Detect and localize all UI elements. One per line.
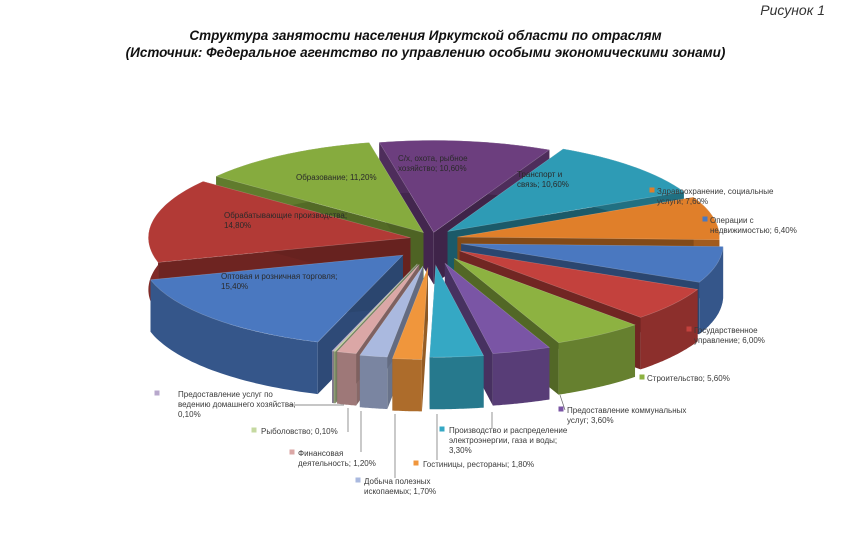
slice-label-line: 14,80% <box>224 221 251 230</box>
slice-label-line: Добыча полезных <box>364 477 431 486</box>
slice-label-7: Предоставление коммунальных услуг; 3,60% <box>567 406 686 425</box>
pie-slice-wall <box>337 351 357 406</box>
slice-label-line: ведению домашнего хозяйства; <box>178 400 296 409</box>
slice-label-4: Операции с недвижимостью; 6,40% <box>710 216 797 235</box>
slice-label-line: Предоставление услуг по <box>178 390 273 399</box>
slice-label-line: услуги; 7,60% <box>657 197 708 206</box>
slice-label-11: Финансовая деятельность; 1,20% <box>298 449 376 468</box>
slice-label-line: Рыболовство; 0,10% <box>261 427 338 436</box>
pie-slice-top <box>378 140 551 233</box>
slice-label-line: Транспорт и <box>517 170 562 179</box>
leader-lines <box>290 394 566 478</box>
pie-slice-top <box>215 142 425 234</box>
slice-label-9: Гостиницы, рестораны; 1,80% <box>423 460 534 469</box>
pie-slice-top <box>447 148 685 232</box>
pie-slice-top <box>429 264 485 358</box>
pie-slice-wall <box>558 324 635 395</box>
slice-label-line: Образование; 11,20% <box>296 173 377 182</box>
pie-slice-top <box>453 258 636 344</box>
slice-label-line: 3,30% <box>449 446 472 455</box>
slice-label-6: Строительство; 5,60% <box>647 374 730 383</box>
pie-slice-top <box>331 263 418 352</box>
label-color-marker <box>686 326 692 332</box>
slice-label-line: Оптовая и розничная торговля; <box>221 272 337 281</box>
pie-slice-top <box>333 263 418 352</box>
slice-label-line: Здравоохранение, социальные <box>657 187 774 196</box>
label-color-marker <box>558 406 564 412</box>
slice-labels: С/х, охота, рыбное хозяйство; 10,60% Транс… <box>154 154 797 496</box>
label-color-marker <box>154 390 160 396</box>
slice-label-line: Строительство; 5,60% <box>647 374 730 383</box>
slice-label-1: С/х, охота, рыбное хозяйство; 10,60% <box>398 154 468 173</box>
slice-label-line: недвижимостью; 6,40% <box>710 226 797 235</box>
slice-label-line: Производство и распределение <box>449 426 568 435</box>
pie-slice-top <box>444 262 551 354</box>
slice-label-3: Здравоохранение, социальные услуги; 7,60% <box>657 187 774 206</box>
slice-label-13: Предоставление услуг по ведению домашнего… <box>178 390 296 419</box>
slice-label-line: Государственное <box>694 326 758 335</box>
chart-title-line-1: Структура занятости населения Иркутской … <box>189 28 662 43</box>
pie-slice-8 <box>429 264 485 410</box>
pie-slice-top <box>459 250 699 318</box>
slice-label-12: Рыболовство; 0,10% <box>261 427 338 436</box>
pie-slice-top <box>461 243 724 283</box>
slice-label-line: деятельность; 1,20% <box>298 459 376 468</box>
pie-slice-wall <box>359 355 388 410</box>
label-color-marker <box>702 216 708 222</box>
slice-label-line: 0,10% <box>178 410 201 419</box>
slice-label-line: Гостиницы, рестораны; 1,80% <box>423 460 534 469</box>
slice-label-8: Производство и распределение электроэнерг… <box>449 426 568 455</box>
chart-title: Структура занятости населения Иркутской … <box>0 27 851 61</box>
pie-slice-wall <box>699 246 724 335</box>
label-color-marker <box>413 460 419 466</box>
slice-label-line: связь; 10,60% <box>517 180 569 189</box>
label-color-marker <box>439 426 445 432</box>
slice-label-15: Обрабатывающие производства; 14,80% <box>224 211 347 230</box>
pie-slice-wall <box>640 289 698 370</box>
pie-slice-wall <box>429 355 484 410</box>
slice-label-line: Финансовая <box>298 449 343 458</box>
pie-slice-wall <box>492 347 550 406</box>
slice-label-line: Обрабатывающие производства; <box>224 211 347 220</box>
pie-slice-top <box>391 267 429 360</box>
pie-slice-top <box>149 254 404 343</box>
slice-label-line: Операции с <box>710 216 754 225</box>
slice-label-line: электроэнергии, газа и воды; <box>449 436 557 445</box>
label-color-marker <box>649 187 655 193</box>
slice-label-14: Оптовая и розничная торговля; 15,40% <box>221 272 337 291</box>
pie-slice-wall <box>332 351 334 404</box>
label-color-marker <box>639 374 645 380</box>
slice-label-line: 15,40% <box>221 282 248 291</box>
slice-label-line: хозяйство; 10,60% <box>398 164 467 173</box>
pie-slice-9 <box>391 267 429 412</box>
slice-label-line: С/х, охота, рыбное <box>398 154 468 163</box>
slice-label-line: управление; 6,00% <box>694 336 765 345</box>
slice-label-2: Транспорт и связь; 10,60% <box>517 170 569 189</box>
slice-label-line: ископаемых; 1,70% <box>364 487 436 496</box>
label-color-marker <box>251 427 257 433</box>
slice-label-line: услуг; 3,60% <box>567 416 614 425</box>
label-color-marker <box>289 449 295 455</box>
pie-slice-wall <box>392 358 422 412</box>
pie-slice-top <box>148 181 411 263</box>
slice-label-5: Государственное управление; 6,00% <box>694 326 765 345</box>
pie-slice-wall <box>150 279 318 395</box>
figure-number: Рисунок 1 <box>760 2 825 18</box>
label-color-marker <box>355 477 361 483</box>
pie-slice-top <box>359 265 424 358</box>
pie-sides <box>148 140 724 412</box>
slice-label-16: Образование; 11,20% <box>296 173 377 182</box>
pie-slice-wall <box>333 351 336 404</box>
pie-slice-top <box>457 196 720 241</box>
chart-title-line-2: (Источник: Федеральное агентство по упра… <box>125 45 726 60</box>
leader-line <box>559 394 566 411</box>
slice-label-line: Предоставление коммунальных <box>567 406 686 415</box>
pie-slice-top <box>336 264 420 354</box>
slice-label-10: Добыча полезных ископаемых; 1,70% <box>364 477 436 496</box>
